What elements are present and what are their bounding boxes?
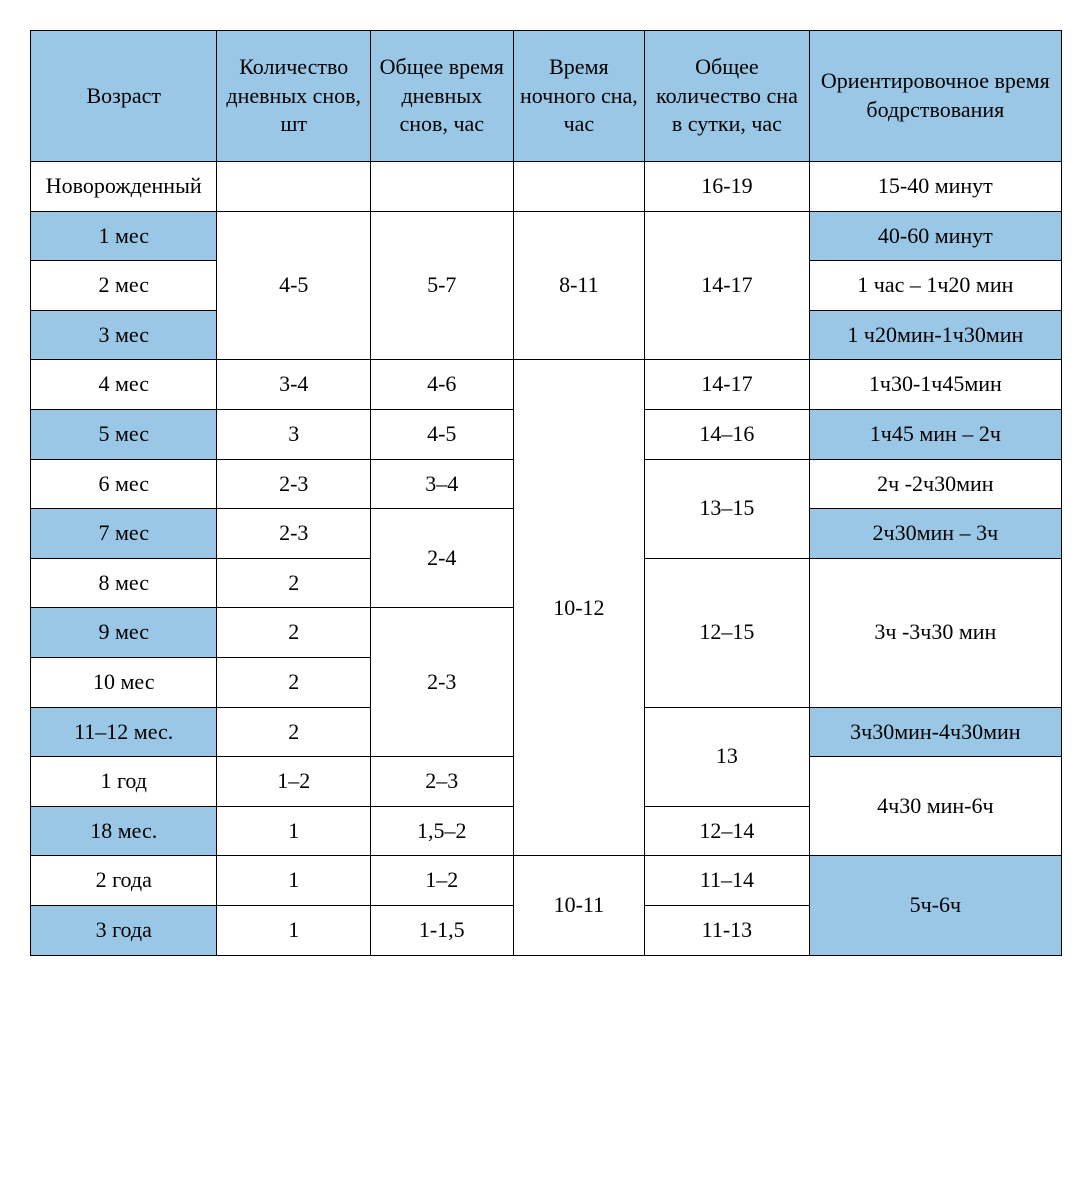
sleep-table: Возраст Количество дневных снов, шт Обще…	[30, 30, 1062, 956]
cell-total: 13	[645, 707, 810, 806]
cell-nap-hours: 1-1,5	[371, 905, 514, 955]
cell-nap-hours: 1,5–2	[371, 806, 514, 856]
cell-nap-hours: 3–4	[371, 459, 514, 509]
col-night: Время ночного сна, час	[513, 31, 645, 162]
cell-nap-hours: 2-3	[371, 608, 514, 757]
cell-total: 16-19	[645, 162, 810, 212]
cell-age: 4 мес	[31, 360, 217, 410]
cell-naps: 2	[217, 558, 371, 608]
cell-wake: 15-40 минут	[809, 162, 1061, 212]
cell-age: 9 мес	[31, 608, 217, 658]
cell-age: 11–12 мес.	[31, 707, 217, 757]
cell-age: 10 мес	[31, 657, 217, 707]
cell-wake: 1 ч20мин-1ч30мин	[809, 310, 1061, 360]
cell-total: 13–15	[645, 459, 810, 558]
cell-nap-hours: 4-5	[371, 409, 514, 459]
cell-nap-hours: 4-6	[371, 360, 514, 410]
cell-total: 11–14	[645, 856, 810, 906]
cell-night: 10-12	[513, 360, 645, 856]
cell-nap-hours: 2-4	[371, 509, 514, 608]
cell-wake: 1ч30-1ч45мин	[809, 360, 1061, 410]
cell-naps: 2	[217, 657, 371, 707]
cell-naps: 2	[217, 608, 371, 658]
cell-nap-hours	[371, 162, 514, 212]
col-naps: Количество дневных снов, шт	[217, 31, 371, 162]
table-row: 1 мес 4-5 5-7 8-11 14-17 40-60 минут	[31, 211, 1062, 261]
cell-naps: 1–2	[217, 757, 371, 807]
cell-total: 14-17	[645, 211, 810, 360]
cell-wake: 5ч-6ч	[809, 856, 1061, 955]
cell-night	[513, 162, 645, 212]
cell-wake: 2ч -2ч30мин	[809, 459, 1061, 509]
col-nap-hours: Общее время дневных снов, час	[371, 31, 514, 162]
cell-wake: 1ч45 мин – 2ч	[809, 409, 1061, 459]
cell-wake: 4ч30 мин-6ч	[809, 757, 1061, 856]
cell-wake: 1 час – 1ч20 мин	[809, 261, 1061, 311]
cell-night: 8-11	[513, 211, 645, 360]
cell-night: 10-11	[513, 856, 645, 955]
col-total: Общее количество сна в сутки, час	[645, 31, 810, 162]
cell-age: 2 мес	[31, 261, 217, 311]
cell-naps: 3-4	[217, 360, 371, 410]
cell-age: 6 мес	[31, 459, 217, 509]
cell-age: 8 мес	[31, 558, 217, 608]
cell-total: 14–16	[645, 409, 810, 459]
cell-naps: 3	[217, 409, 371, 459]
cell-age: 5 мес	[31, 409, 217, 459]
cell-naps: 2-3	[217, 509, 371, 559]
cell-total: 14-17	[645, 360, 810, 410]
cell-naps: 1	[217, 806, 371, 856]
col-age: Возраст	[31, 31, 217, 162]
cell-naps: 4-5	[217, 211, 371, 360]
cell-age: 7 мес	[31, 509, 217, 559]
table-row: Новорожденный 16-19 15-40 минут	[31, 162, 1062, 212]
cell-wake: 3ч30мин-4ч30мин	[809, 707, 1061, 757]
cell-naps: 2	[217, 707, 371, 757]
table-row: 4 мес 3-4 4-6 10-12 14-17 1ч30-1ч45мин	[31, 360, 1062, 410]
cell-wake: 2ч30мин – 3ч	[809, 509, 1061, 559]
cell-naps: 1	[217, 856, 371, 906]
cell-age: 1 год	[31, 757, 217, 807]
cell-total: 12–15	[645, 558, 810, 707]
col-wake: Ориентировочное время бодрствования	[809, 31, 1061, 162]
header-row: Возраст Количество дневных снов, шт Обще…	[31, 31, 1062, 162]
cell-age: 2 года	[31, 856, 217, 906]
cell-age: Новорожденный	[31, 162, 217, 212]
cell-age: 1 мес	[31, 211, 217, 261]
cell-age: 3 года	[31, 905, 217, 955]
cell-total: 12–14	[645, 806, 810, 856]
cell-naps: 1	[217, 905, 371, 955]
cell-nap-hours: 2–3	[371, 757, 514, 807]
cell-naps: 2-3	[217, 459, 371, 509]
cell-age: 18 мес.	[31, 806, 217, 856]
cell-total: 11-13	[645, 905, 810, 955]
cell-wake: 3ч -3ч30 мин	[809, 558, 1061, 707]
cell-wake: 40-60 минут	[809, 211, 1061, 261]
cell-age: 3 мес	[31, 310, 217, 360]
cell-nap-hours: 1–2	[371, 856, 514, 906]
table-row: 2 года 1 1–2 10-11 11–14 5ч-6ч	[31, 856, 1062, 906]
cell-nap-hours: 5-7	[371, 211, 514, 360]
cell-naps	[217, 162, 371, 212]
